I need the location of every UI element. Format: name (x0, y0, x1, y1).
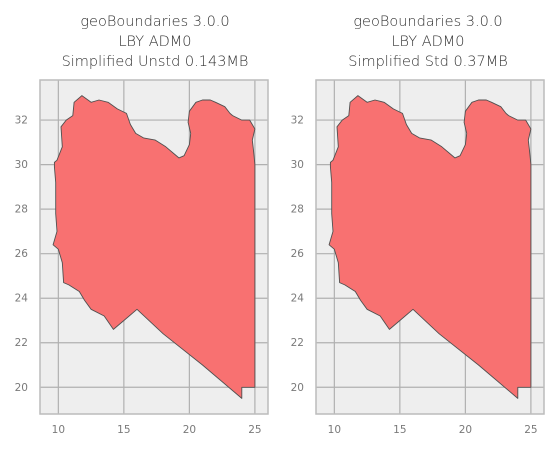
x-tick-label: 15 (117, 424, 130, 436)
y-tick-label: 30 (15, 159, 28, 171)
title-line-2: LBY ADM0 (118, 34, 192, 50)
y-tick-label: 24 (15, 293, 29, 305)
title-line-1: geoBoundaries 3.0.0 (353, 14, 503, 30)
x-tick-label: 20 (459, 424, 472, 436)
y-tick-label: 28 (291, 204, 304, 216)
x-tick-label: 15 (393, 424, 406, 436)
x-tick-label: 10 (52, 424, 65, 436)
country-boundary (52, 95, 256, 399)
y-tick-label: 32 (15, 115, 28, 127)
title-line-1: geoBoundaries 3.0.0 (80, 14, 230, 30)
country-boundary (328, 95, 532, 399)
x-tick-label: 10 (328, 424, 341, 436)
y-tick-label: 32 (291, 115, 304, 127)
y-tick-label: 22 (291, 337, 304, 349)
map-title-unstd: geoBoundaries 3.0.0 LBY ADM0 Simplified … (15, 12, 295, 72)
map-panel-unstd: geoBoundaries 3.0.0 LBY ADM0 Simplified … (15, 14, 269, 436)
y-tick-label: 24 (291, 293, 305, 305)
x-tick-label: 20 (183, 424, 196, 436)
y-tick-label: 30 (291, 159, 304, 171)
map-panel-std: geoBoundaries 3.0.0 LBY ADM0 Simplified … (276, 0, 556, 454)
y-tick-label: 28 (15, 204, 28, 216)
y-tick-label: 26 (291, 248, 305, 260)
title-line-3: Simplified Unstd 0.143MB (61, 54, 249, 70)
x-tick-label: 25 (248, 424, 261, 436)
x-tick-label: 25 (524, 424, 537, 436)
map-plot-std: 10 15 20 25 20 22 24 26 28 30 32 (291, 79, 545, 436)
plot-frame (39, 79, 269, 415)
title-line-3: Simplified Std 0.37MB (348, 54, 508, 70)
y-tick-label: 26 (15, 248, 29, 260)
y-tick-label: 20 (291, 382, 304, 394)
map-title-std: geoBoundaries 3.0.0 LBY ADM0 Simplified … (288, 12, 556, 72)
plot-frame (315, 79, 545, 415)
y-tick-label: 22 (15, 337, 28, 349)
map-plot-unstd: 10 15 20 25 20 22 24 26 28 30 32 (15, 79, 269, 436)
title-line-2: LBY ADM0 (391, 34, 465, 50)
y-tick-label: 20 (15, 382, 28, 394)
